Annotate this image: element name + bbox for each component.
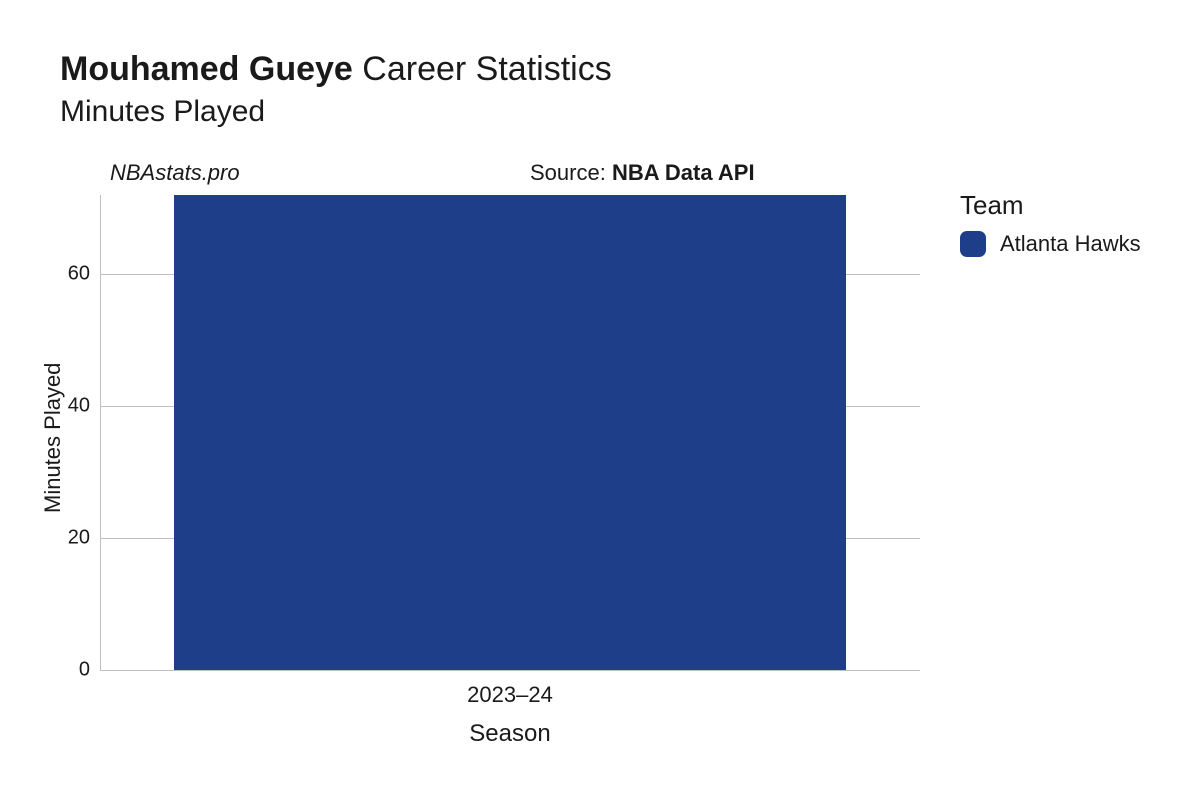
credit-source-name: NBA Data API [612, 160, 755, 185]
legend-swatch [960, 231, 986, 257]
credit-left: NBAstats.pro [110, 160, 240, 186]
plot-area [100, 195, 920, 670]
legend-items: Atlanta Hawks [960, 231, 1141, 257]
credit-source-prefix: Source: [530, 160, 612, 185]
legend-label: Atlanta Hawks [1000, 231, 1141, 257]
title-suffix: Career Statistics [362, 50, 611, 88]
title-block: Mouhamed Gueye Career Statistics Minutes… [60, 50, 612, 129]
legend: Team Atlanta Hawks [960, 190, 1141, 257]
y-tick-label: 20 [60, 527, 90, 550]
y-axis-title: Minutes Played [40, 362, 66, 512]
x-axis-title: Season [469, 720, 550, 748]
x-axis-line [100, 670, 920, 671]
y-axis-line [100, 195, 101, 670]
x-tick-label: 2023–24 [467, 682, 553, 708]
chart-root: Mouhamed Gueye Career Statistics Minutes… [0, 0, 1200, 800]
chart-subtitle: Minutes Played [60, 95, 612, 129]
legend-item: Atlanta Hawks [960, 231, 1141, 257]
bar [174, 195, 846, 670]
credit-right: Source: NBA Data API [530, 160, 755, 186]
player-name: Mouhamed Gueye [60, 50, 353, 88]
y-tick-label: 40 [60, 395, 90, 418]
y-tick-label: 0 [60, 659, 90, 682]
y-tick-label: 60 [60, 263, 90, 286]
legend-title: Team [960, 190, 1141, 221]
chart-title: Mouhamed Gueye Career Statistics [60, 50, 612, 89]
